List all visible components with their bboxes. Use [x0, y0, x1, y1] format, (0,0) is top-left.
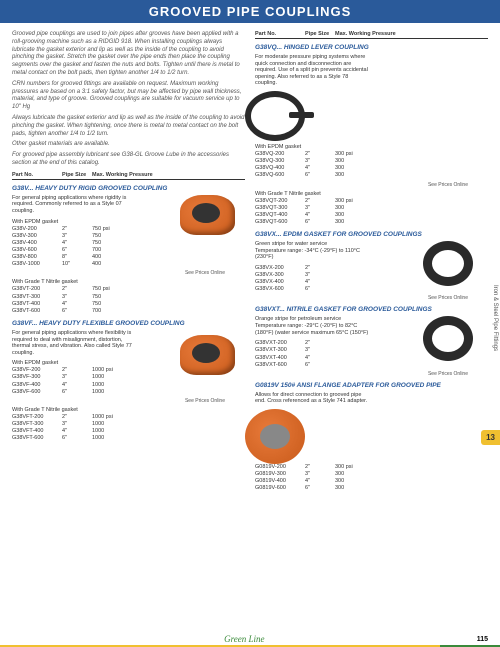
g0819v-title: G0819V 150# ANSI FLANGE ADAPTER FOR GROO… [255, 382, 488, 389]
footer-page: 115 [477, 636, 488, 643]
g38v-nitrile-hdr: With Grade T Nitrile gasket [12, 279, 245, 285]
intro-p3: Always lubricate the gasket exterior and… [12, 115, 245, 138]
g38vxt-desc: Orange stripe for petroleum service Temp… [255, 316, 372, 336]
g0819v-rows: G0819V-2002"300 psiG0819V-3003"300G0819V… [255, 464, 488, 493]
table-row: G38VT-4004"750 [12, 301, 245, 308]
intro-p1: Grooved pipe couplings are used to join … [12, 31, 245, 78]
table-row: G38VQT-3003"300 [255, 205, 488, 212]
content-area: Grooved pipe couplings are used to join … [0, 23, 500, 493]
g38v-title: G38V... HEAVY DUTY RIGID GROOVED COUPLIN… [12, 185, 245, 192]
table-row: G38VT-6006"700 [12, 308, 245, 315]
table-header-left: Part No. Pipe Size Max. Working Pressure [12, 172, 245, 180]
table-row: G38VT-2002"750 psi [12, 286, 245, 293]
col-size: Pipe Size [62, 172, 92, 178]
table-row: G0819V-2002"300 psi [255, 464, 488, 471]
table-row: G38VQT-2002"300 psi [255, 198, 488, 205]
table-row: G38V-8008"400 [12, 254, 245, 261]
g38vq-nitrile-rows: G38VQT-2002"300 psiG38VQT-3003"300G38VQT… [255, 198, 488, 227]
table-row: G38VQ-4004"300 [255, 165, 488, 172]
table-row: G38VQ-2002"300 psi [255, 151, 488, 158]
table-row: G0819V-6006"300 [255, 485, 488, 492]
intro-p2: CRN numbers for grooved fittings are ava… [12, 81, 245, 112]
table-row: G38VT-3003"750 [12, 294, 245, 301]
g38v-desc: For general piping applications where ri… [12, 195, 140, 215]
table-row: G38VF-4004"1000 [12, 382, 245, 389]
table-row: G38VX-6006" [255, 286, 488, 293]
table-row: G38V-100010"400 [12, 261, 245, 268]
table-header-right: Part No. Pipe Size Max. Working Pressure [255, 31, 488, 39]
g38vx-desc: Green stripe for water service Temperatu… [255, 241, 372, 261]
intro-p5: For grooved pipe assembly lubricant see … [12, 152, 245, 168]
price-note: See Prices Online [255, 295, 488, 301]
price-note: See Prices Online [255, 182, 488, 188]
intro-p4: Other gasket materials are available. [12, 141, 245, 149]
table-row: G38VQ-3003"300 [255, 158, 488, 165]
col-size: Pipe Size [305, 31, 335, 37]
g38vq-epdm-rows: G38VQ-2002"300 psiG38VQ-3003"300G38VQ-40… [255, 151, 488, 180]
col-pressure: Max. Working Pressure [335, 31, 488, 37]
page-header: GROOVED PIPE COUPLINGS [0, 0, 500, 23]
price-note: See Prices Online [12, 270, 245, 276]
chapter-tab: 13 [481, 430, 500, 445]
table-row: G38VQT-4004"300 [255, 212, 488, 219]
g0819v-desc: Allows for direct connection to grooved … [255, 392, 372, 405]
g38v-nitrile-rows: G38VT-2002"750 psiG38VT-3003"750G38VT-40… [12, 286, 245, 315]
price-note: See Prices Online [255, 371, 488, 377]
g0819v-image [245, 409, 305, 464]
g38vf-nitrile-hdr: With Grade T Nitrile gasket [12, 407, 245, 413]
g38vf-title: G38VF... HEAVY DUTY FLEXIBLE GROOVED COU… [12, 320, 245, 327]
g38vq-title: G38VQ... HINGED LEVER COUPLING [255, 44, 488, 51]
table-row: G0819V-3003"300 [255, 471, 488, 478]
right-column: Part No. Pipe Size Max. Working Pressure… [255, 31, 488, 493]
table-row: G38VFT-3003"1000 [12, 421, 245, 428]
table-row: G38VFT-6006"1000 [12, 435, 245, 442]
side-tab: Iron & Steel Pipe Fittings [490, 280, 500, 356]
table-row: G38V-6006"700 [12, 247, 245, 254]
g38vxt-title: G38VXT... NITRILE GASKET FOR GROOVED COU… [255, 306, 488, 313]
g38vf-nitrile-rows: G38VFT-2002"1000 psiG38VFT-3003"1000G38V… [12, 414, 245, 443]
g38vf-desc: For general piping applications where fl… [12, 330, 140, 356]
g38vf-image [180, 335, 235, 375]
footer-brand: Green Line [224, 634, 264, 644]
table-row: G38V-4004"750 [12, 240, 245, 247]
g38vq-epdm-hdr: With EPDM gasket [255, 144, 488, 150]
g38vq-image [245, 91, 305, 141]
table-row: G38VXT-6006" [255, 362, 488, 369]
intro-text: Grooved pipe couplings are used to join … [12, 31, 245, 168]
left-column: Grooved pipe couplings are used to join … [12, 31, 245, 493]
g38vq-nitrile-hdr: With Grade T Nitrile gasket [255, 191, 488, 197]
price-note: See Prices Online [12, 398, 245, 404]
col-partno: Part No. [12, 172, 62, 178]
table-row: G38VQT-6006"300 [255, 219, 488, 226]
table-row: G0819V-4004"300 [255, 478, 488, 485]
col-partno: Part No. [255, 31, 305, 37]
col-pressure: Max. Working Pressure [92, 172, 245, 178]
table-row: G38VF-3003"1000 [12, 374, 245, 381]
g38vx-title: G38VX... EPDM GASKET FOR GROOVED COUPLIN… [255, 231, 488, 238]
table-row: G38VFT-2002"1000 psi [12, 414, 245, 421]
table-row: G38VFT-4004"1000 [12, 428, 245, 435]
g38vx-image [423, 241, 473, 286]
table-row: G38VF-6006"1000 [12, 389, 245, 396]
table-row: G38VQ-6006"300 [255, 172, 488, 179]
g38v-image [180, 195, 235, 235]
g38vq-desc: For moderate pressure piping systems whe… [255, 54, 372, 87]
